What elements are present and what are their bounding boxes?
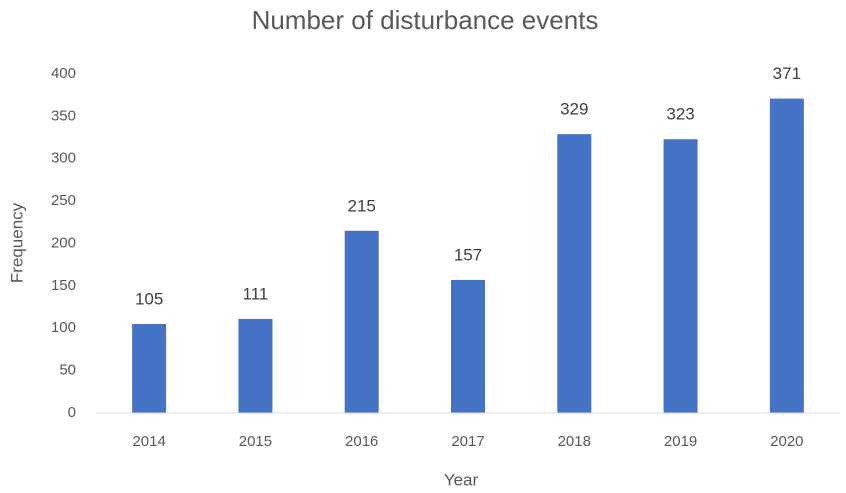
- x-tick-label: 2020: [770, 433, 803, 450]
- y-tick-label: 150: [51, 277, 76, 294]
- x-tick-label: 2018: [558, 433, 591, 450]
- bar: [451, 279, 485, 413]
- y-tick-label: 200: [51, 234, 76, 251]
- y-tick-label: 400: [51, 65, 76, 82]
- y-axis-title: Frequency: [7, 202, 26, 283]
- data-label: 215: [348, 196, 376, 215]
- data-label: 105: [135, 289, 163, 308]
- x-tick-label: 2019: [664, 433, 697, 450]
- bar: [132, 324, 167, 413]
- data-label: 371: [773, 64, 801, 83]
- x-tick-label: 2016: [345, 433, 378, 450]
- y-tick-label: 0: [68, 404, 76, 421]
- bar: [769, 98, 804, 413]
- bar: [238, 318, 273, 413]
- bar: [663, 139, 698, 413]
- y-tick-label: 300: [51, 150, 76, 167]
- y-tick-label: 350: [51, 107, 76, 124]
- data-label: 111: [243, 284, 269, 303]
- data-label: 329: [560, 100, 588, 119]
- chart-title: Number of disturbance events: [252, 5, 599, 35]
- x-tick-label: 2017: [451, 433, 484, 450]
- y-tick-label: 100: [51, 319, 76, 336]
- data-label: 157: [454, 245, 482, 264]
- x-tick-label: 2015: [239, 433, 272, 450]
- x-axis-title: Year: [444, 470, 479, 489]
- y-tick-label: 50: [59, 362, 76, 379]
- data-label: 323: [666, 105, 694, 124]
- x-tick-label: 2014: [132, 433, 165, 450]
- bar: [557, 134, 592, 414]
- y-tick-label: 250: [51, 192, 76, 209]
- bar: [344, 230, 379, 413]
